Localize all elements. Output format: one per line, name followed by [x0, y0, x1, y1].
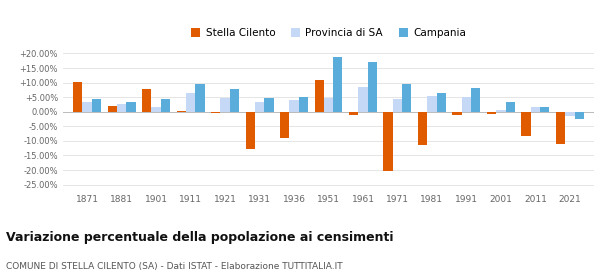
Bar [117, 104, 126, 112]
Text: Variazione percentuale della popolazione ai censimenti: Variazione percentuale della popolazione… [6, 231, 394, 244]
Bar [299, 97, 308, 112]
Bar [211, 112, 220, 113]
Bar [176, 111, 186, 112]
Bar [521, 112, 531, 136]
Bar [358, 87, 368, 112]
Bar [506, 102, 515, 112]
Bar [402, 84, 412, 112]
Bar [264, 98, 274, 112]
Bar [471, 88, 481, 112]
Bar [462, 97, 471, 112]
Bar [349, 112, 358, 115]
Bar [452, 112, 462, 115]
Bar [333, 57, 343, 112]
Bar [531, 107, 540, 112]
Bar [220, 98, 230, 112]
Bar [195, 84, 205, 112]
Bar [418, 112, 427, 145]
Bar [151, 107, 161, 112]
Bar [427, 96, 437, 112]
Bar [73, 82, 82, 112]
Bar [383, 112, 393, 171]
Bar [393, 99, 402, 112]
Bar [142, 89, 151, 112]
Bar [161, 99, 170, 112]
Bar [565, 112, 575, 116]
Bar [107, 106, 117, 112]
Bar [280, 112, 289, 138]
Bar [126, 102, 136, 112]
Bar [487, 112, 496, 114]
Text: COMUNE DI STELLA CILENTO (SA) - Dati ISTAT - Elaborazione TUTTITALIA.IT: COMUNE DI STELLA CILENTO (SA) - Dati IST… [6, 262, 343, 271]
Bar [186, 93, 195, 112]
Bar [245, 112, 255, 149]
Bar [540, 107, 550, 112]
Bar [314, 80, 324, 112]
Bar [437, 93, 446, 112]
Legend: Stella Cilento, Provincia di SA, Campania: Stella Cilento, Provincia di SA, Campani… [187, 24, 470, 43]
Bar [255, 102, 264, 112]
Bar [496, 110, 506, 112]
Bar [368, 62, 377, 112]
Bar [556, 112, 565, 144]
Bar [92, 99, 101, 112]
Bar [575, 112, 584, 119]
Bar [82, 102, 92, 112]
Bar [289, 100, 299, 112]
Bar [324, 98, 333, 112]
Bar [230, 89, 239, 112]
